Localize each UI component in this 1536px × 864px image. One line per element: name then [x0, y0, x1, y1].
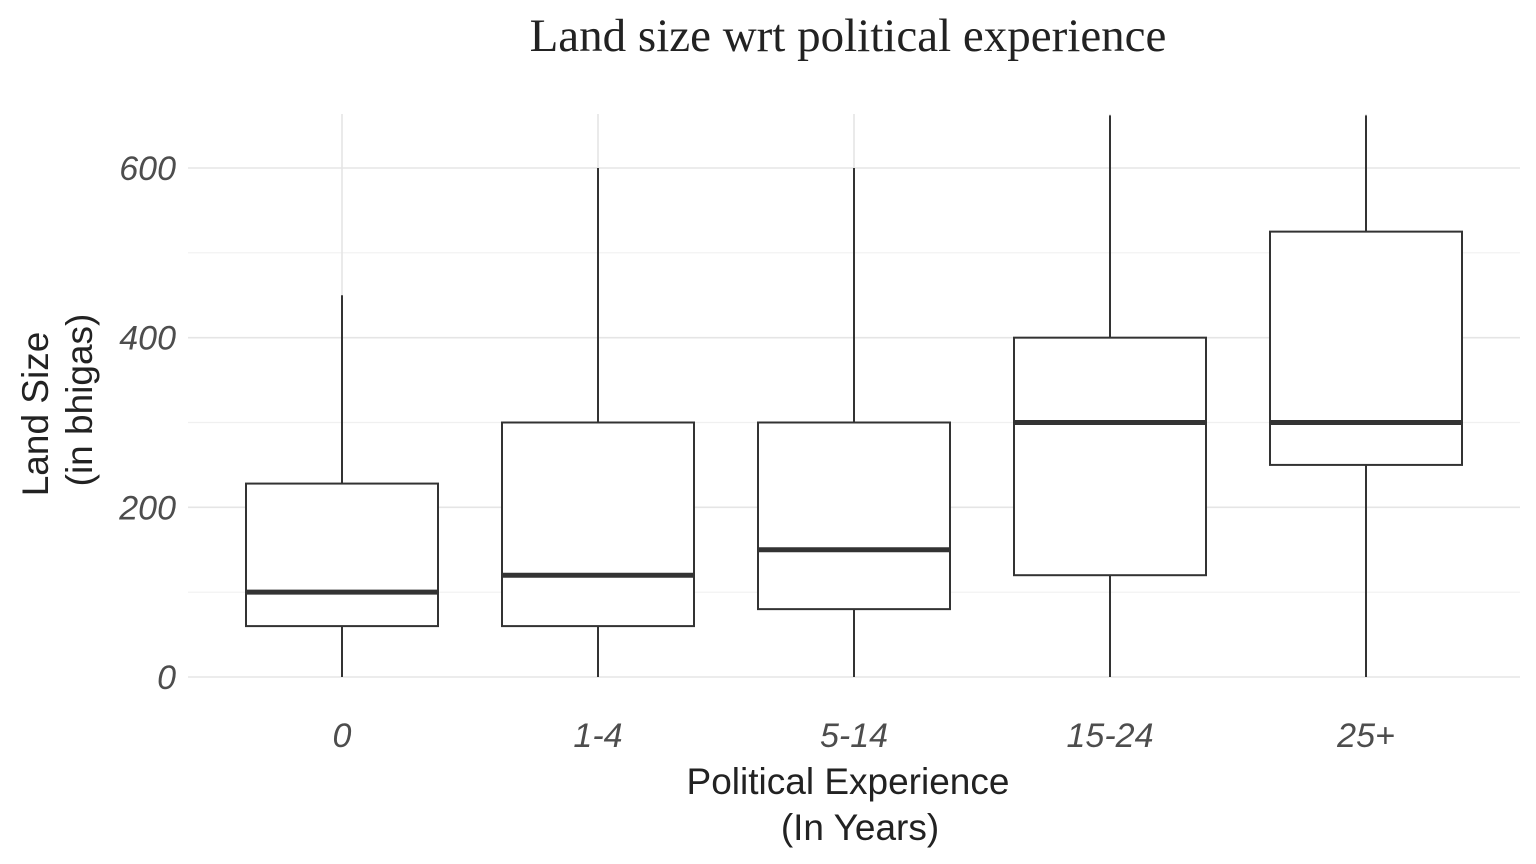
iqr-box [757, 421, 951, 611]
iqr-box [501, 421, 695, 628]
y-tick-label-0: 0 [157, 659, 176, 697]
iqr-box [245, 482, 439, 628]
y-tick-label-600: 600 [119, 150, 176, 188]
iqr-box [1013, 336, 1207, 577]
box-1-4 [501, 168, 695, 677]
iqr-box [1269, 230, 1463, 466]
box-0 [245, 295, 439, 677]
x-axis-title-line-1: Political Experience [687, 761, 1010, 802]
x-tick-label-0: 0 [333, 717, 352, 755]
box-15-24 [1013, 115, 1207, 677]
y-axis-tick-labels: 0 200 400 600 [118, 150, 176, 697]
x-axis-tick-labels: 0 1-4 5-14 15-24 25+ [333, 717, 1395, 755]
chart-title: Land size wrt political experience [530, 10, 1167, 62]
x-axis-title-line-2: (In Years) [781, 807, 939, 848]
y-axis-title-line-1: Land Size [15, 332, 56, 497]
box-5-14 [757, 168, 951, 677]
x-tick-label-5-14: 5-14 [820, 717, 888, 755]
box-25+ [1269, 115, 1463, 677]
y-tick-label-400: 400 [119, 320, 176, 358]
boxes [245, 115, 1463, 677]
y-axis-title-line-2: (in bhigas) [59, 314, 100, 487]
y-tick-label-200: 200 [118, 489, 176, 527]
x-tick-label-25+: 25+ [1336, 717, 1395, 755]
x-tick-label-15-24: 15-24 [1067, 717, 1154, 755]
x-tick-label-1-4: 1-4 [573, 717, 622, 755]
